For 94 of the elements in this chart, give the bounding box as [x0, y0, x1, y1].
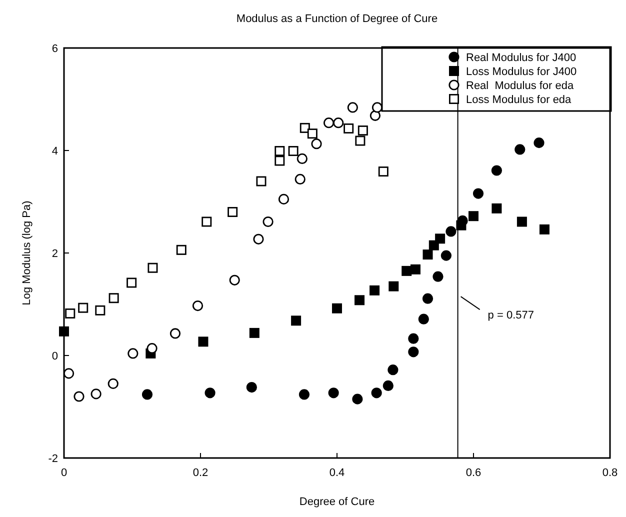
- point: [446, 226, 456, 237]
- point: [410, 264, 420, 274]
- point: [382, 380, 394, 392]
- y-tick-label: 4: [52, 146, 58, 158]
- point: [142, 389, 153, 400]
- point: [176, 244, 186, 255]
- chart-title: Modulus as a Function of Degree of Cure: [236, 13, 438, 25]
- point: [228, 207, 238, 217]
- point: [534, 138, 544, 148]
- point: [354, 295, 365, 306]
- point: [108, 293, 119, 304]
- y-tick-label: 6: [52, 43, 58, 55]
- point: [492, 203, 502, 214]
- point: [352, 394, 363, 404]
- x-tick-label: 0.4: [329, 467, 345, 479]
- point: [95, 305, 106, 316]
- point: [229, 274, 240, 286]
- point: [253, 234, 264, 244]
- point: [324, 118, 334, 128]
- point: [262, 216, 274, 228]
- point: [126, 278, 137, 288]
- point: [59, 326, 69, 336]
- y-tick-label: -2: [48, 453, 58, 465]
- point: [78, 302, 88, 313]
- point: [432, 271, 444, 282]
- y-tick-label: 2: [52, 248, 58, 260]
- point: [204, 388, 216, 398]
- x-axis-title: Degree of Cure: [299, 496, 375, 508]
- point: [274, 156, 285, 166]
- x-tick-label: 0.2: [192, 467, 208, 479]
- legend-label: Real Modulus for J400: [466, 52, 576, 64]
- point: [298, 389, 310, 400]
- point: [347, 102, 358, 113]
- point: [311, 138, 322, 150]
- point: [435, 234, 446, 244]
- point: [358, 126, 368, 136]
- point: [378, 166, 388, 177]
- point: [514, 144, 526, 155]
- point: [472, 188, 484, 199]
- point: [370, 110, 381, 121]
- point: [170, 328, 181, 339]
- point: [468, 211, 478, 222]
- y-tick-label: 0: [52, 350, 58, 362]
- point: [288, 146, 298, 156]
- point: [422, 293, 434, 304]
- point: [539, 224, 550, 234]
- legend-label: Loss Modulus for J400: [466, 66, 577, 78]
- point: [146, 343, 158, 354]
- point: [440, 250, 452, 261]
- point: [328, 388, 339, 398]
- x-tick-label: 0.8: [602, 467, 618, 479]
- point: [202, 216, 212, 227]
- point: [249, 328, 260, 338]
- point: [65, 308, 76, 318]
- point: [388, 281, 399, 292]
- point: [256, 176, 266, 186]
- point: [456, 220, 466, 230]
- point: [370, 285, 380, 296]
- point: [148, 262, 158, 273]
- legend-label: Loss Modulus for eda: [466, 94, 572, 106]
- point: [294, 174, 306, 184]
- point: [371, 388, 382, 398]
- point: [198, 336, 208, 347]
- point: [408, 346, 419, 358]
- point: [344, 123, 354, 134]
- x-tick-label: 0: [60, 467, 68, 479]
- point: [418, 314, 429, 324]
- point: [332, 303, 342, 314]
- point: [516, 216, 527, 227]
- point: [108, 378, 118, 389]
- ref-line-label: p = 0.577: [488, 310, 534, 322]
- point: [128, 348, 138, 359]
- point: [355, 136, 366, 146]
- point: [333, 118, 344, 128]
- point: [246, 382, 257, 393]
- point: [408, 333, 419, 344]
- point: [296, 153, 308, 164]
- point: [278, 194, 290, 204]
- point: [388, 364, 398, 376]
- point: [491, 165, 502, 176]
- point: [74, 391, 84, 402]
- point: [192, 300, 204, 312]
- point: [422, 250, 433, 260]
- point: [274, 146, 285, 156]
- point: [307, 128, 318, 139]
- y-axis-title: Log Modulus (log Pa): [21, 200, 33, 306]
- legend-label: Real Modulus for eda: [466, 80, 574, 92]
- point: [63, 368, 74, 379]
- point: [402, 266, 412, 276]
- point: [291, 316, 302, 326]
- point: [372, 102, 383, 113]
- point: [90, 388, 102, 400]
- point: [300, 122, 310, 133]
- x-tick-label: 0.6: [466, 467, 482, 479]
